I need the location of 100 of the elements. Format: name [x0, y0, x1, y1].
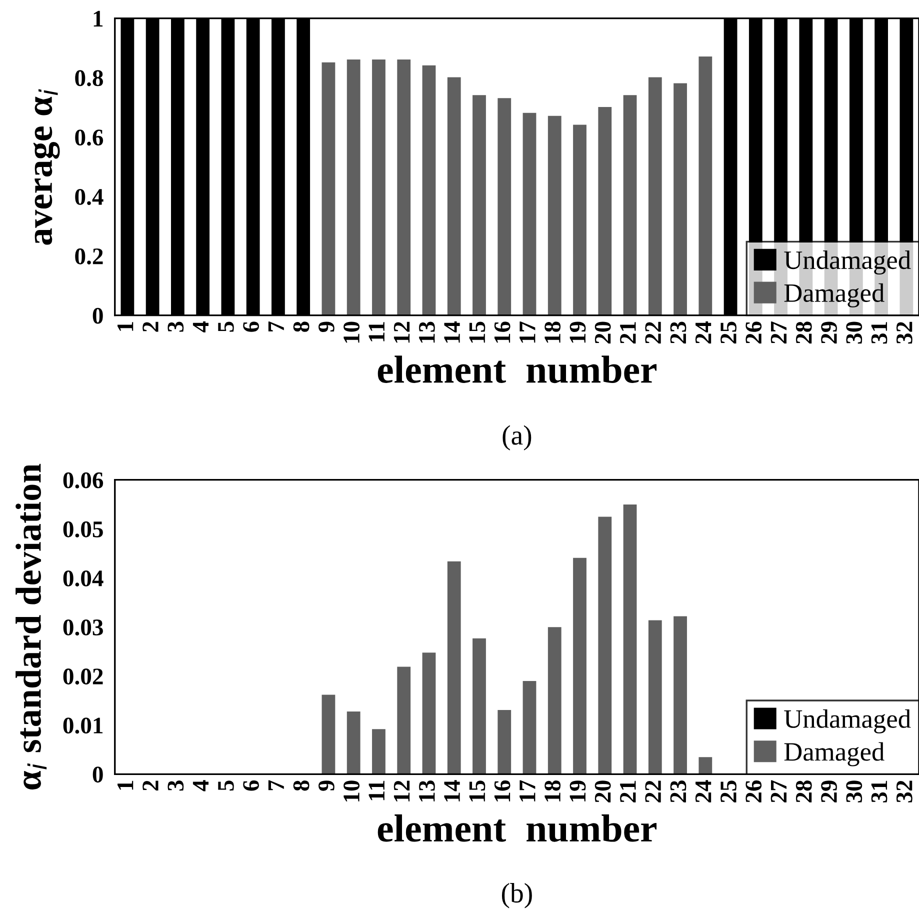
x-tick-label: 5	[218, 322, 234, 332]
bar	[648, 77, 662, 316]
x-tick-label: 4	[192, 321, 209, 332]
bar	[598, 106, 612, 316]
x-tick-label: 9	[318, 322, 334, 332]
bar	[397, 59, 411, 316]
bar	[522, 112, 536, 316]
y-tick-label: 0.8	[75, 70, 103, 86]
x-tick-label: 23	[670, 780, 686, 802]
y-tick-label: 0.02	[63, 668, 103, 685]
x-tick-label: 10	[344, 322, 360, 343]
x-tick-label: 1	[118, 780, 134, 790]
x-tick-label: 4	[192, 780, 209, 792]
x-tick-label: 29	[821, 322, 837, 344]
bar	[422, 652, 436, 774]
text: (b)	[502, 883, 532, 908]
text: (a)	[502, 425, 532, 450]
x-tick-label: 19	[570, 322, 586, 343]
x-tick-label: 6	[243, 780, 259, 791]
bar	[372, 59, 386, 316]
x-tick-label: 3	[168, 780, 184, 791]
x-tick-label: 7	[268, 780, 284, 790]
x-tick-label: 17	[520, 780, 536, 802]
x-tick-label: 27	[770, 321, 786, 344]
y-axis-title: α$_{i}$ standard deviation	[16, 464, 47, 790]
y-tick-label: 0.06	[63, 472, 104, 488]
x-tick-label: 16	[494, 322, 510, 343]
y-tick-label: 0.04	[63, 570, 104, 586]
bar	[698, 757, 712, 774]
y-tick-label: 0.2	[75, 248, 103, 264]
bar	[472, 95, 486, 316]
bar	[447, 77, 461, 316]
x-axis-title: element number	[378, 814, 657, 842]
x-tick-label: 11	[368, 322, 384, 342]
x-tick-label: 26	[746, 780, 762, 802]
x-tick-label: 28	[796, 780, 812, 802]
x-tick-label: 10	[344, 780, 360, 802]
bar	[472, 638, 486, 774]
x-tick-label: 15	[469, 322, 486, 343]
x-tick-label: 30	[846, 322, 862, 344]
x-tick-label: 12	[394, 780, 410, 802]
x-tick-label: 31	[871, 780, 888, 802]
x-tick-label: 21	[620, 780, 636, 802]
x-tick-label: 32	[896, 780, 912, 802]
x-tick-label: 24	[695, 321, 712, 344]
x-tick-label: 27	[770, 780, 786, 802]
x-tick-label: 8	[293, 780, 310, 791]
x-tick-label: 8	[293, 322, 310, 332]
bar	[372, 729, 386, 774]
bar	[573, 124, 586, 316]
y-tick-label: 0	[92, 308, 103, 324]
legend-label: Undamaged	[784, 709, 911, 734]
x-tick-label: 5	[218, 780, 234, 791]
x-tick-label: 14	[444, 321, 460, 343]
x-tick-label: 13	[419, 780, 435, 802]
x-axis-title: element number	[378, 356, 657, 384]
x-tick-label: 3	[168, 322, 184, 332]
x-tick-label: 23	[670, 322, 686, 344]
x-tick-label: 15	[469, 780, 486, 802]
x-tick-label: 26	[746, 322, 762, 344]
bar	[322, 62, 336, 316]
bar	[522, 681, 536, 774]
y-tick-label: 0.6	[75, 130, 104, 146]
bar	[623, 504, 637, 774]
bar	[498, 98, 512, 316]
x-tick-label: 20	[594, 322, 611, 344]
bar	[322, 694, 336, 774]
y-tick-label: 1	[94, 10, 103, 26]
bar	[573, 558, 586, 774]
legend-label: Damaged	[784, 283, 884, 308]
x-tick-label: 29	[821, 780, 837, 802]
x-tick-label: 7	[268, 321, 284, 332]
bar	[447, 561, 461, 774]
y-tick-label: 0.4	[75, 189, 104, 206]
bar	[422, 65, 436, 316]
x-tick-label: 9	[318, 780, 334, 791]
bar	[346, 711, 360, 774]
bar	[698, 56, 712, 316]
x-tick-label: 25	[720, 322, 736, 344]
bar	[548, 116, 562, 316]
x-tick-label: 20	[594, 780, 611, 802]
legend-label: Damaged	[784, 742, 884, 766]
x-tick-label: 17	[520, 321, 536, 343]
x-tick-label: 28	[796, 322, 812, 344]
x-tick-label: 14	[444, 780, 460, 802]
bar	[498, 710, 512, 774]
x-tick-label: 16	[494, 780, 510, 802]
y-tick-label: 0	[92, 766, 103, 783]
bar	[397, 666, 411, 774]
x-tick-label: 1	[118, 322, 134, 331]
bar	[648, 620, 662, 774]
y-tick-label: 0.03	[63, 619, 103, 636]
x-tick-label: 18	[544, 780, 561, 802]
x-tick-label: 22	[645, 780, 661, 802]
x-tick-label: 6	[243, 322, 259, 332]
x-tick-label: 22	[645, 322, 661, 344]
bar	[674, 616, 687, 774]
y-tick-label: 0.01	[63, 718, 103, 734]
bar	[674, 83, 687, 316]
x-tick-label: 12	[394, 322, 410, 343]
